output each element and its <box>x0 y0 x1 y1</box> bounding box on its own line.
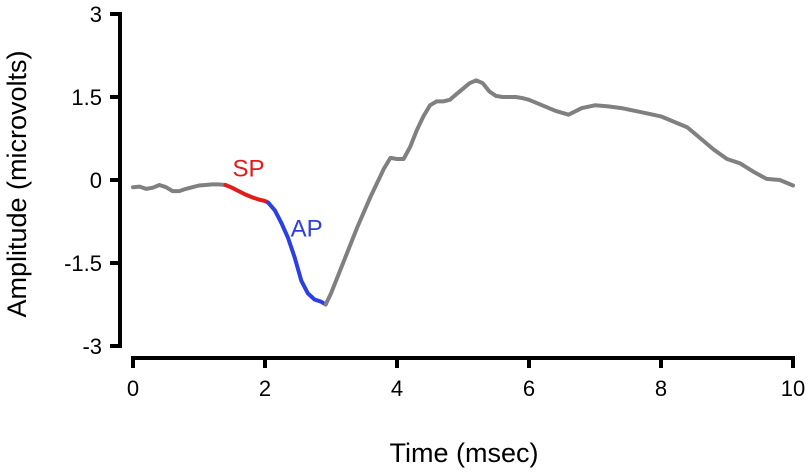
series-line-3 <box>266 200 328 307</box>
plot-area <box>131 78 795 307</box>
x-axis: 0 2 4 6 8 10 <box>127 356 805 401</box>
x-tick-label: 4 <box>391 376 403 401</box>
annotation-sp: SP <box>232 156 264 183</box>
series-line-2 <box>223 183 271 205</box>
y-tick-label: 0 <box>90 168 102 193</box>
x-tick-label: 10 <box>781 376 805 401</box>
x-axis-title: Time (msec) <box>390 438 539 468</box>
annotation-ap: AP <box>291 215 323 242</box>
x-tick-label: 2 <box>259 376 271 401</box>
series-line-1 <box>131 182 228 194</box>
y-tick-label: 3 <box>90 2 102 27</box>
y-tick-label: 1.5 <box>71 85 102 110</box>
x-tick-label: 0 <box>127 376 139 401</box>
y-tick-label: -3 <box>82 334 102 359</box>
series-line-4 <box>323 78 795 307</box>
x-tick-label: 6 <box>523 376 535 401</box>
annotation-layer: SP AP <box>232 156 322 243</box>
series-layer <box>131 78 795 307</box>
y-axis-title: Amplitude (microvolts) <box>2 50 32 317</box>
y-tick-label: -1.5 <box>64 251 102 276</box>
x-tick-label: 8 <box>655 376 667 401</box>
y-axis: 3 1.5 0 -1.5 -3 <box>64 2 122 359</box>
